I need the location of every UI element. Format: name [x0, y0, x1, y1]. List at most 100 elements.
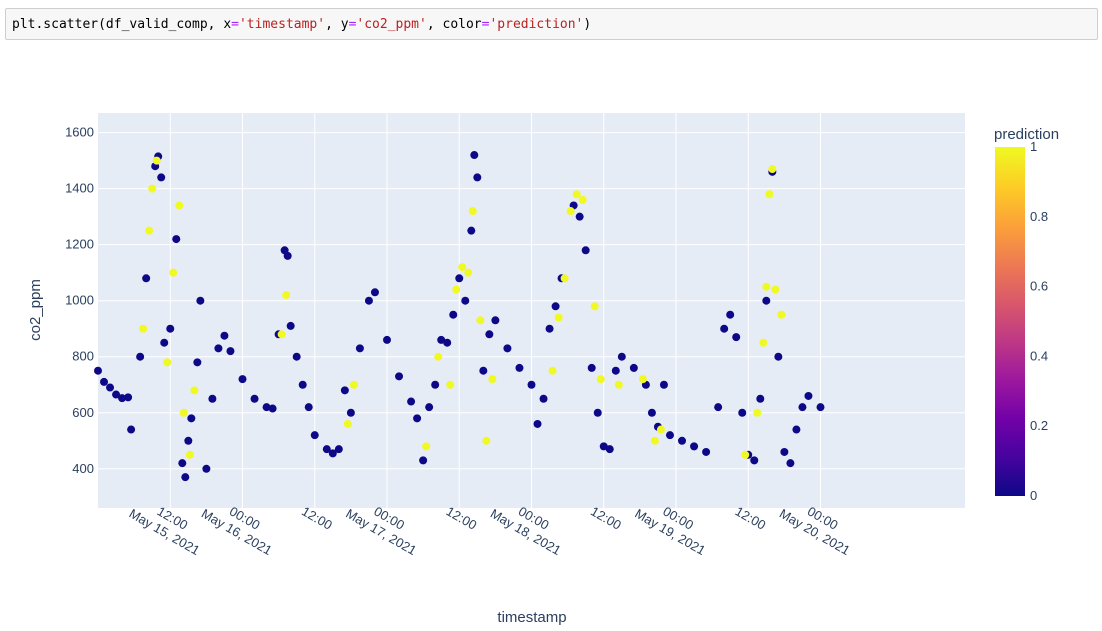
code-cell[interactable]: plt.scatter(df_valid_comp, x='timestamp'…	[5, 8, 1098, 40]
code-token: =	[348, 17, 357, 32]
colorbar-tick-label: 0.8	[1030, 209, 1048, 224]
y-tick-label: 1600	[65, 125, 94, 140]
data-point	[304, 403, 313, 412]
data-point	[485, 330, 494, 339]
data-point	[479, 366, 488, 375]
data-point	[220, 331, 229, 340]
data-point	[446, 380, 455, 389]
data-point	[464, 268, 473, 277]
colorbar-tick-label: 0.4	[1030, 348, 1048, 363]
data-point	[650, 436, 659, 445]
code-token: )	[583, 17, 592, 32]
data-point	[765, 190, 774, 199]
data-point	[298, 380, 307, 389]
data-point	[407, 397, 416, 406]
code-text: plt.scatter(df_valid_comp, x='timestamp'…	[12, 17, 591, 33]
data-point	[178, 459, 187, 468]
data-point	[202, 464, 211, 473]
data-point	[467, 226, 476, 235]
code-token: =	[481, 17, 490, 32]
data-point	[208, 394, 217, 403]
data-point	[277, 330, 286, 339]
code-token: 'prediction'	[489, 17, 584, 32]
data-point	[184, 436, 193, 445]
data-point	[100, 377, 109, 386]
data-point	[283, 251, 292, 260]
data-point	[349, 380, 358, 389]
data-point	[431, 380, 440, 389]
data-point	[702, 447, 711, 456]
y-tick-label: 1400	[65, 181, 94, 196]
code-token: , y	[325, 17, 349, 32]
data-point	[605, 445, 614, 454]
data-point	[238, 375, 247, 384]
data-point	[346, 408, 355, 417]
colorbar	[995, 147, 1025, 496]
data-point	[461, 296, 470, 305]
data-point	[187, 414, 196, 423]
data-point	[768, 165, 777, 174]
data-point	[139, 324, 148, 333]
data-point	[741, 450, 750, 459]
data-point	[488, 375, 497, 384]
data-point	[771, 285, 780, 294]
data-point	[142, 274, 151, 283]
colorbar-tick-label: 0.2	[1030, 418, 1048, 433]
data-point	[774, 352, 783, 361]
data-point	[539, 394, 548, 403]
data-point	[548, 366, 557, 375]
data-point	[482, 436, 491, 445]
data-point	[196, 296, 205, 305]
data-point	[383, 335, 391, 344]
data-point	[190, 386, 199, 395]
data-point	[665, 431, 674, 440]
data-point	[753, 408, 762, 417]
data-point	[572, 190, 581, 199]
data-point	[503, 344, 512, 353]
data-point	[172, 235, 181, 244]
data-point	[262, 403, 271, 412]
data-point	[310, 431, 319, 440]
data-point	[282, 291, 291, 300]
code-token: 'timestamp'	[238, 17, 326, 32]
grid-lines	[98, 113, 965, 508]
y-tick-label: 400	[72, 461, 94, 476]
data-point	[647, 408, 656, 417]
data-point	[476, 316, 485, 325]
data-point	[659, 380, 668, 389]
data-point	[148, 184, 157, 193]
data-point	[720, 324, 729, 333]
data-point	[804, 391, 813, 400]
data-point	[759, 338, 768, 347]
data-point	[527, 380, 536, 389]
data-point	[714, 403, 723, 412]
data-point	[545, 324, 554, 333]
data-point	[468, 207, 477, 216]
data-point	[292, 352, 301, 361]
data-point	[596, 375, 605, 384]
data-point	[629, 363, 638, 372]
data-point	[169, 268, 178, 277]
data-point	[560, 274, 569, 283]
data-point	[250, 394, 259, 403]
data-point	[328, 449, 337, 458]
data-point	[434, 352, 443, 361]
colorbar-tick-label: 1	[1030, 139, 1037, 154]
data-point	[590, 302, 599, 311]
data-point	[470, 151, 479, 160]
colorbar-tick-label: 0	[1030, 488, 1037, 503]
data-point	[726, 310, 735, 319]
data-point	[179, 408, 188, 417]
data-point	[491, 316, 500, 325]
data-point	[145, 226, 154, 235]
data-point	[449, 310, 458, 319]
data-point	[127, 425, 136, 434]
data-point	[185, 450, 194, 459]
data-point	[395, 372, 404, 381]
data-point	[554, 313, 563, 322]
data-point	[617, 352, 626, 361]
data-point	[762, 296, 771, 305]
data-point	[593, 408, 602, 417]
data-point	[94, 366, 102, 375]
